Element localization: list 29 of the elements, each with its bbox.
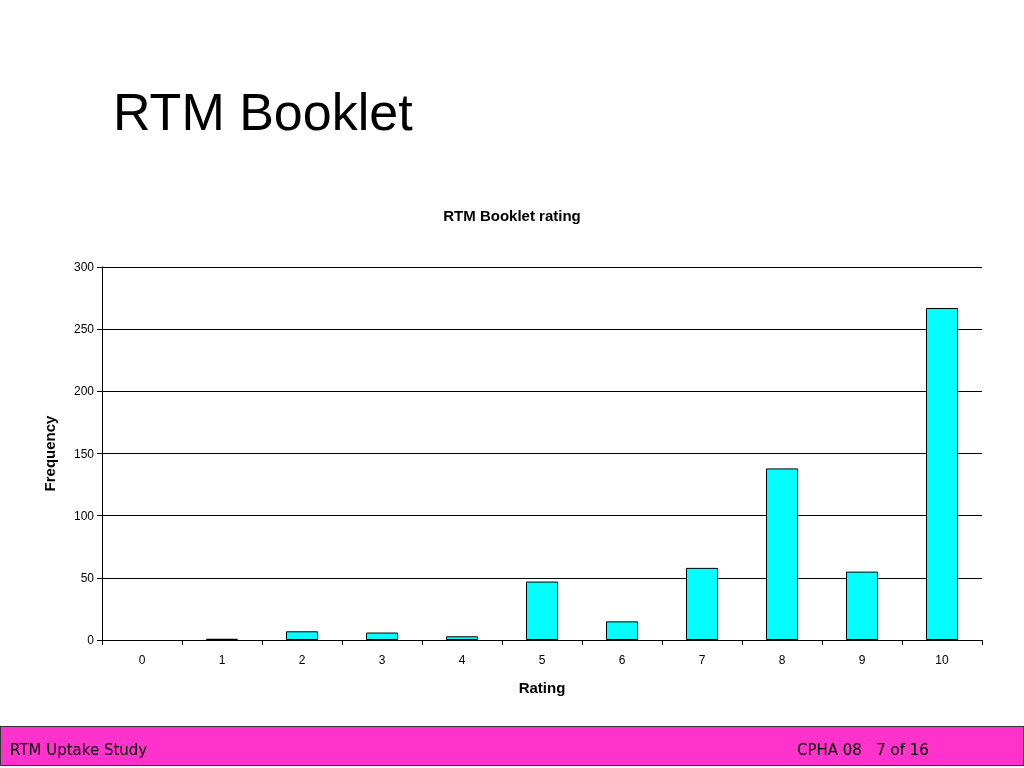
- x-tick-label: 4: [458, 653, 466, 667]
- y-tick-label: 150: [73, 446, 95, 461]
- x-tick-label: 2: [298, 653, 306, 667]
- y-tick-label: 200: [73, 384, 95, 399]
- x-tick-label: 7: [698, 653, 706, 667]
- bar: [526, 581, 558, 640]
- x-tick-label: 5: [538, 653, 546, 667]
- x-tick-label: 6: [618, 653, 626, 667]
- y-tick-label: 0: [87, 633, 95, 647]
- bar: [446, 636, 478, 640]
- x-tick-label: 3: [378, 653, 386, 667]
- y-tick-label: 50: [80, 570, 95, 585]
- bar: [366, 632, 398, 640]
- chart-title: RTM Booklet: [113, 82, 413, 142]
- y-tick-label: 300: [73, 260, 95, 274]
- y-tick-label: 250: [73, 322, 95, 337]
- x-axis-title: Rating: [518, 679, 566, 696]
- x-tick-label: 1: [218, 653, 226, 667]
- y-tick-label: 100: [73, 508, 95, 523]
- text: RTM Uptake Study: [10, 741, 148, 759]
- bar: [286, 631, 318, 640]
- x-tick-label: 9: [858, 653, 866, 667]
- text: CPHA 08 7 of 16: [797, 741, 929, 759]
- chart-subtitle: RTM Booklet rating: [443, 207, 581, 224]
- bar: [606, 621, 638, 640]
- x-tick-label: 8: [778, 653, 786, 667]
- x-tick-label: 10: [935, 653, 949, 667]
- x-tick-label: 0: [138, 653, 146, 667]
- y-axis-title: Frequency: [41, 414, 58, 492]
